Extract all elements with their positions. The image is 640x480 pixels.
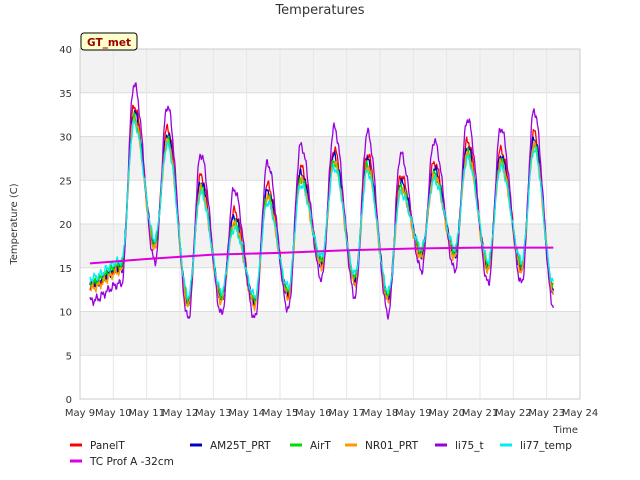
series-line-li75-t [89,82,554,320]
y-tick-label: 0 [66,395,72,406]
series-line-li77-temp [89,120,554,300]
x-tick-label: May 16 [295,408,332,419]
site-badge-label: GT_met [87,37,131,49]
x-tick-label: May 13 [195,408,232,419]
x-tick-label: May 18 [362,408,399,419]
x-tick-label: May 10 [95,408,132,419]
y-axis-label: Temperature (C) [9,183,20,265]
x-tick-label: May 24 [562,408,599,419]
site-badge-box [80,32,138,51]
legend-label: li75_t [455,440,484,452]
y-tick-label: 35 [59,89,72,100]
site-badge: GT_met [80,32,138,51]
plot-frame [79,48,581,400]
grid-band [80,224,580,268]
grid-band [80,311,580,356]
x-tick-label: May 22 [495,408,532,419]
y-tick-label: 40 [59,45,72,56]
x-axis-label: Time [553,425,578,436]
x-tick-label: May 9 [65,408,95,419]
x-tick-label: May 12 [162,408,199,419]
legend-label: NR01_PRT [365,440,419,452]
y-tick-label: 15 [59,264,72,275]
legend: PanelT AM25T_PRT AirT NR01_PRT li75_t li77_te… [70,440,572,468]
legend-label: AM25T_PRT [210,440,271,452]
x-tick-label: May 23 [528,408,565,419]
x-tick-label: May 15 [262,408,299,419]
y-tick-label: 25 [59,176,72,187]
y-tick-label: 30 [59,133,72,144]
series-line-tc-prof-a-32cm [89,246,554,265]
y-tick-label: 5 [66,351,72,362]
x-tick-label: May 19 [395,408,432,419]
y-tick-label: 20 [59,220,72,231]
axes [79,48,581,400]
grid-band [80,49,580,93]
legend-label: PanelT [90,440,125,452]
x-tick-label: May 20 [428,408,465,419]
series-lines [89,82,554,320]
x-tick-label: May 11 [128,408,165,419]
y-tick-label: 10 [59,308,72,319]
x-tick-label: May 17 [328,408,365,419]
x-tick-label: May 14 [228,408,265,419]
legend-label: li77_temp [520,440,572,452]
chart-title: Temperatures [274,3,364,18]
legend-label: AirT [310,440,331,452]
x-tick-label: May 21 [462,408,499,419]
legend-label: TC Prof A -32cm [89,456,174,468]
